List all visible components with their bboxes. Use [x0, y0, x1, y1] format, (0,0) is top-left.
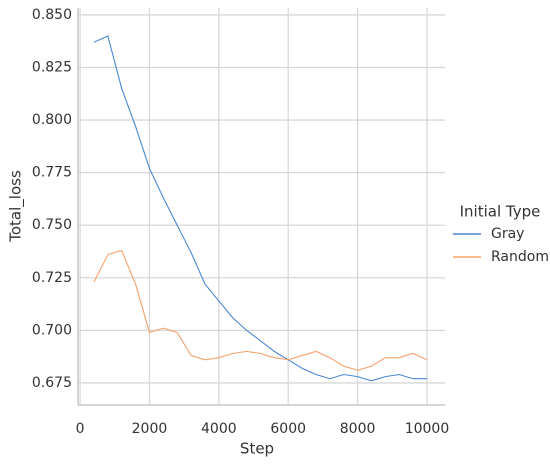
y-tick-label: 0.675: [32, 375, 72, 391]
x-axis-label: Step: [240, 440, 274, 458]
y-tick-label: 0.850: [32, 7, 72, 23]
x-tick-label: 2000: [132, 421, 168, 437]
legend-title: Initial Type: [460, 203, 541, 221]
y-tick-label: 0.750: [32, 217, 72, 233]
legend-label: Random: [491, 249, 549, 265]
x-tick-label: 10000: [405, 421, 450, 437]
y-tick-label: 0.800: [32, 112, 72, 128]
x-tick-label: 4000: [201, 421, 237, 437]
y-tick-label: 0.775: [32, 165, 72, 181]
x-tick-label: 6000: [270, 421, 306, 437]
legend-label: Gray: [491, 226, 524, 242]
y-tick-label: 0.725: [32, 270, 72, 286]
y-axis-label: Total_loss: [7, 170, 26, 243]
series-line: [93, 35, 427, 382]
series-line: [93, 249, 428, 371]
y-tick-label: 0.825: [32, 60, 72, 76]
x-tick-label: 8000: [340, 421, 376, 437]
x-tick-label: 0: [76, 421, 85, 437]
y-tick-label: 0.700: [32, 322, 72, 338]
